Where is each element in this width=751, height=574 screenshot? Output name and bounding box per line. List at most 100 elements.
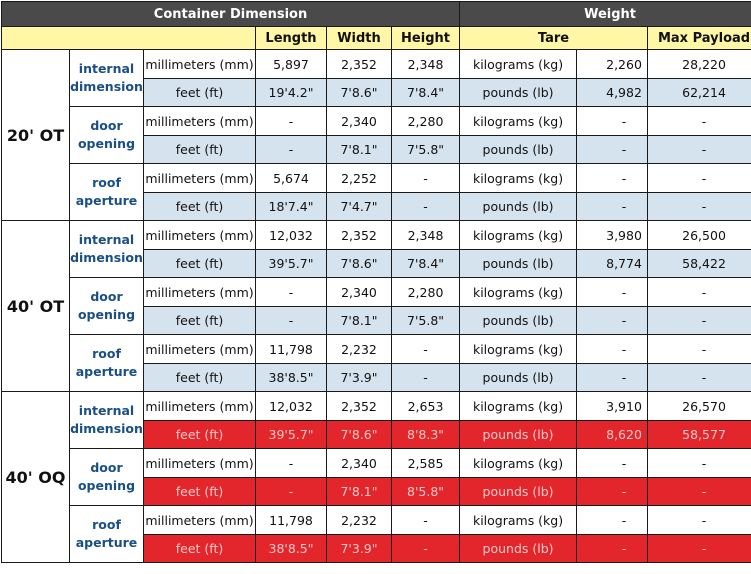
height-cell: 2,653: [392, 392, 460, 421]
dimension-group-label: roof aperture: [70, 506, 144, 563]
length-cell: 12,032: [256, 221, 327, 250]
length-cell: 11,798: [256, 335, 327, 364]
length-cell: 18'7.4": [256, 193, 327, 221]
weight-unit-cell: kilograms (kg): [460, 164, 577, 193]
weight-unit-cell: pounds (lb): [460, 193, 577, 221]
dimension-group-label: internal dimension: [70, 221, 144, 278]
dimension-group-label: door opening: [70, 107, 144, 164]
tare-cell: 2,260: [577, 50, 648, 79]
width-cell: 2,340: [327, 107, 392, 136]
weight-unit-cell: pounds (lb): [460, 421, 577, 449]
unit-cell: feet (ft): [144, 478, 256, 506]
height-cell: 7'8.4": [392, 79, 460, 107]
tare-cell: 8,774: [577, 250, 648, 278]
height-cell: 2,348: [392, 50, 460, 79]
weight-unit-cell: pounds (lb): [460, 250, 577, 278]
height-cell: -: [392, 364, 460, 392]
weight-unit-cell: kilograms (kg): [460, 506, 577, 535]
tare-cell: 4,982: [577, 79, 648, 107]
dimension-group-label: internal dimension: [70, 50, 144, 107]
length-cell: 11,798: [256, 506, 327, 535]
payload-cell: 58,577: [648, 421, 751, 449]
tare-cell: -: [577, 164, 648, 193]
height-cell: -: [392, 535, 460, 563]
unit-cell: millimeters (mm): [144, 107, 256, 136]
unit-cell: feet (ft): [144, 250, 256, 278]
container-spec-table: Container Dimension Weight Length Width …: [1, 1, 751, 563]
width-cell: 2,232: [327, 506, 392, 535]
height-cell: 2,280: [392, 278, 460, 307]
height-cell: -: [392, 164, 460, 193]
container-type-label: 40' OT: [2, 221, 70, 392]
width-cell: 7'8.1": [327, 136, 392, 164]
tare-cell: -: [577, 506, 648, 535]
height-cell: 8'8.3": [392, 421, 460, 449]
container-type-label: 20' OT: [2, 50, 70, 221]
unit-cell: millimeters (mm): [144, 278, 256, 307]
unit-cell: feet (ft): [144, 307, 256, 335]
height-cell: 7'8.4": [392, 250, 460, 278]
unit-cell: millimeters (mm): [144, 164, 256, 193]
payload-cell: 28,220: [648, 50, 751, 79]
width-cell: 7'3.9": [327, 364, 392, 392]
container-dimension-header: Container Dimension: [2, 2, 460, 27]
height-cell: 2,585: [392, 449, 460, 478]
weight-unit-cell: kilograms (kg): [460, 392, 577, 421]
tare-header: Tare: [460, 27, 648, 50]
payload-cell: -: [648, 278, 751, 307]
width-cell: 7'8.6": [327, 421, 392, 449]
payload-cell: 26,500: [648, 221, 751, 250]
weight-unit-cell: pounds (lb): [460, 535, 577, 563]
payload-cell: -: [648, 136, 751, 164]
weight-header: Weight: [460, 2, 751, 27]
height-cell: 8'5.8": [392, 478, 460, 506]
tare-cell: 8,620: [577, 421, 648, 449]
height-cell: 2,280: [392, 107, 460, 136]
width-cell: 7'8.1": [327, 307, 392, 335]
payload-cell: -: [648, 193, 751, 221]
tare-cell: -: [577, 335, 648, 364]
weight-unit-cell: kilograms (kg): [460, 278, 577, 307]
tare-cell: -: [577, 449, 648, 478]
unit-cell: millimeters (mm): [144, 221, 256, 250]
width-cell: 2,340: [327, 449, 392, 478]
payload-cell: -: [648, 107, 751, 136]
unit-cell: feet (ft): [144, 364, 256, 392]
blank-subheader: [2, 27, 256, 50]
width-cell: 7'4.7": [327, 193, 392, 221]
length-cell: -: [256, 107, 327, 136]
height-cell: 2,348: [392, 221, 460, 250]
dimension-group-label: roof aperture: [70, 164, 144, 221]
width-cell: 2,352: [327, 392, 392, 421]
length-cell: 39'5.7": [256, 421, 327, 449]
length-cell: -: [256, 136, 327, 164]
unit-cell: feet (ft): [144, 136, 256, 164]
unit-cell: millimeters (mm): [144, 335, 256, 364]
height-header: Height: [392, 27, 460, 50]
height-cell: -: [392, 335, 460, 364]
length-cell: 5,674: [256, 164, 327, 193]
width-cell: 2,232: [327, 335, 392, 364]
max-payload-header: Max Payload: [648, 27, 751, 50]
weight-unit-cell: kilograms (kg): [460, 107, 577, 136]
unit-cell: feet (ft): [144, 421, 256, 449]
width-cell: 2,352: [327, 221, 392, 250]
weight-unit-cell: kilograms (kg): [460, 221, 577, 250]
tare-cell: -: [577, 136, 648, 164]
width-cell: 7'8.6": [327, 250, 392, 278]
payload-cell: -: [648, 307, 751, 335]
length-cell: 38'8.5": [256, 535, 327, 563]
container-type-label: 40' OQ: [2, 392, 70, 563]
length-cell: -: [256, 278, 327, 307]
payload-cell: -: [648, 335, 751, 364]
unit-cell: millimeters (mm): [144, 50, 256, 79]
tare-cell: -: [577, 478, 648, 506]
height-cell: -: [392, 506, 460, 535]
width-cell: 2,352: [327, 50, 392, 79]
weight-unit-cell: pounds (lb): [460, 307, 577, 335]
